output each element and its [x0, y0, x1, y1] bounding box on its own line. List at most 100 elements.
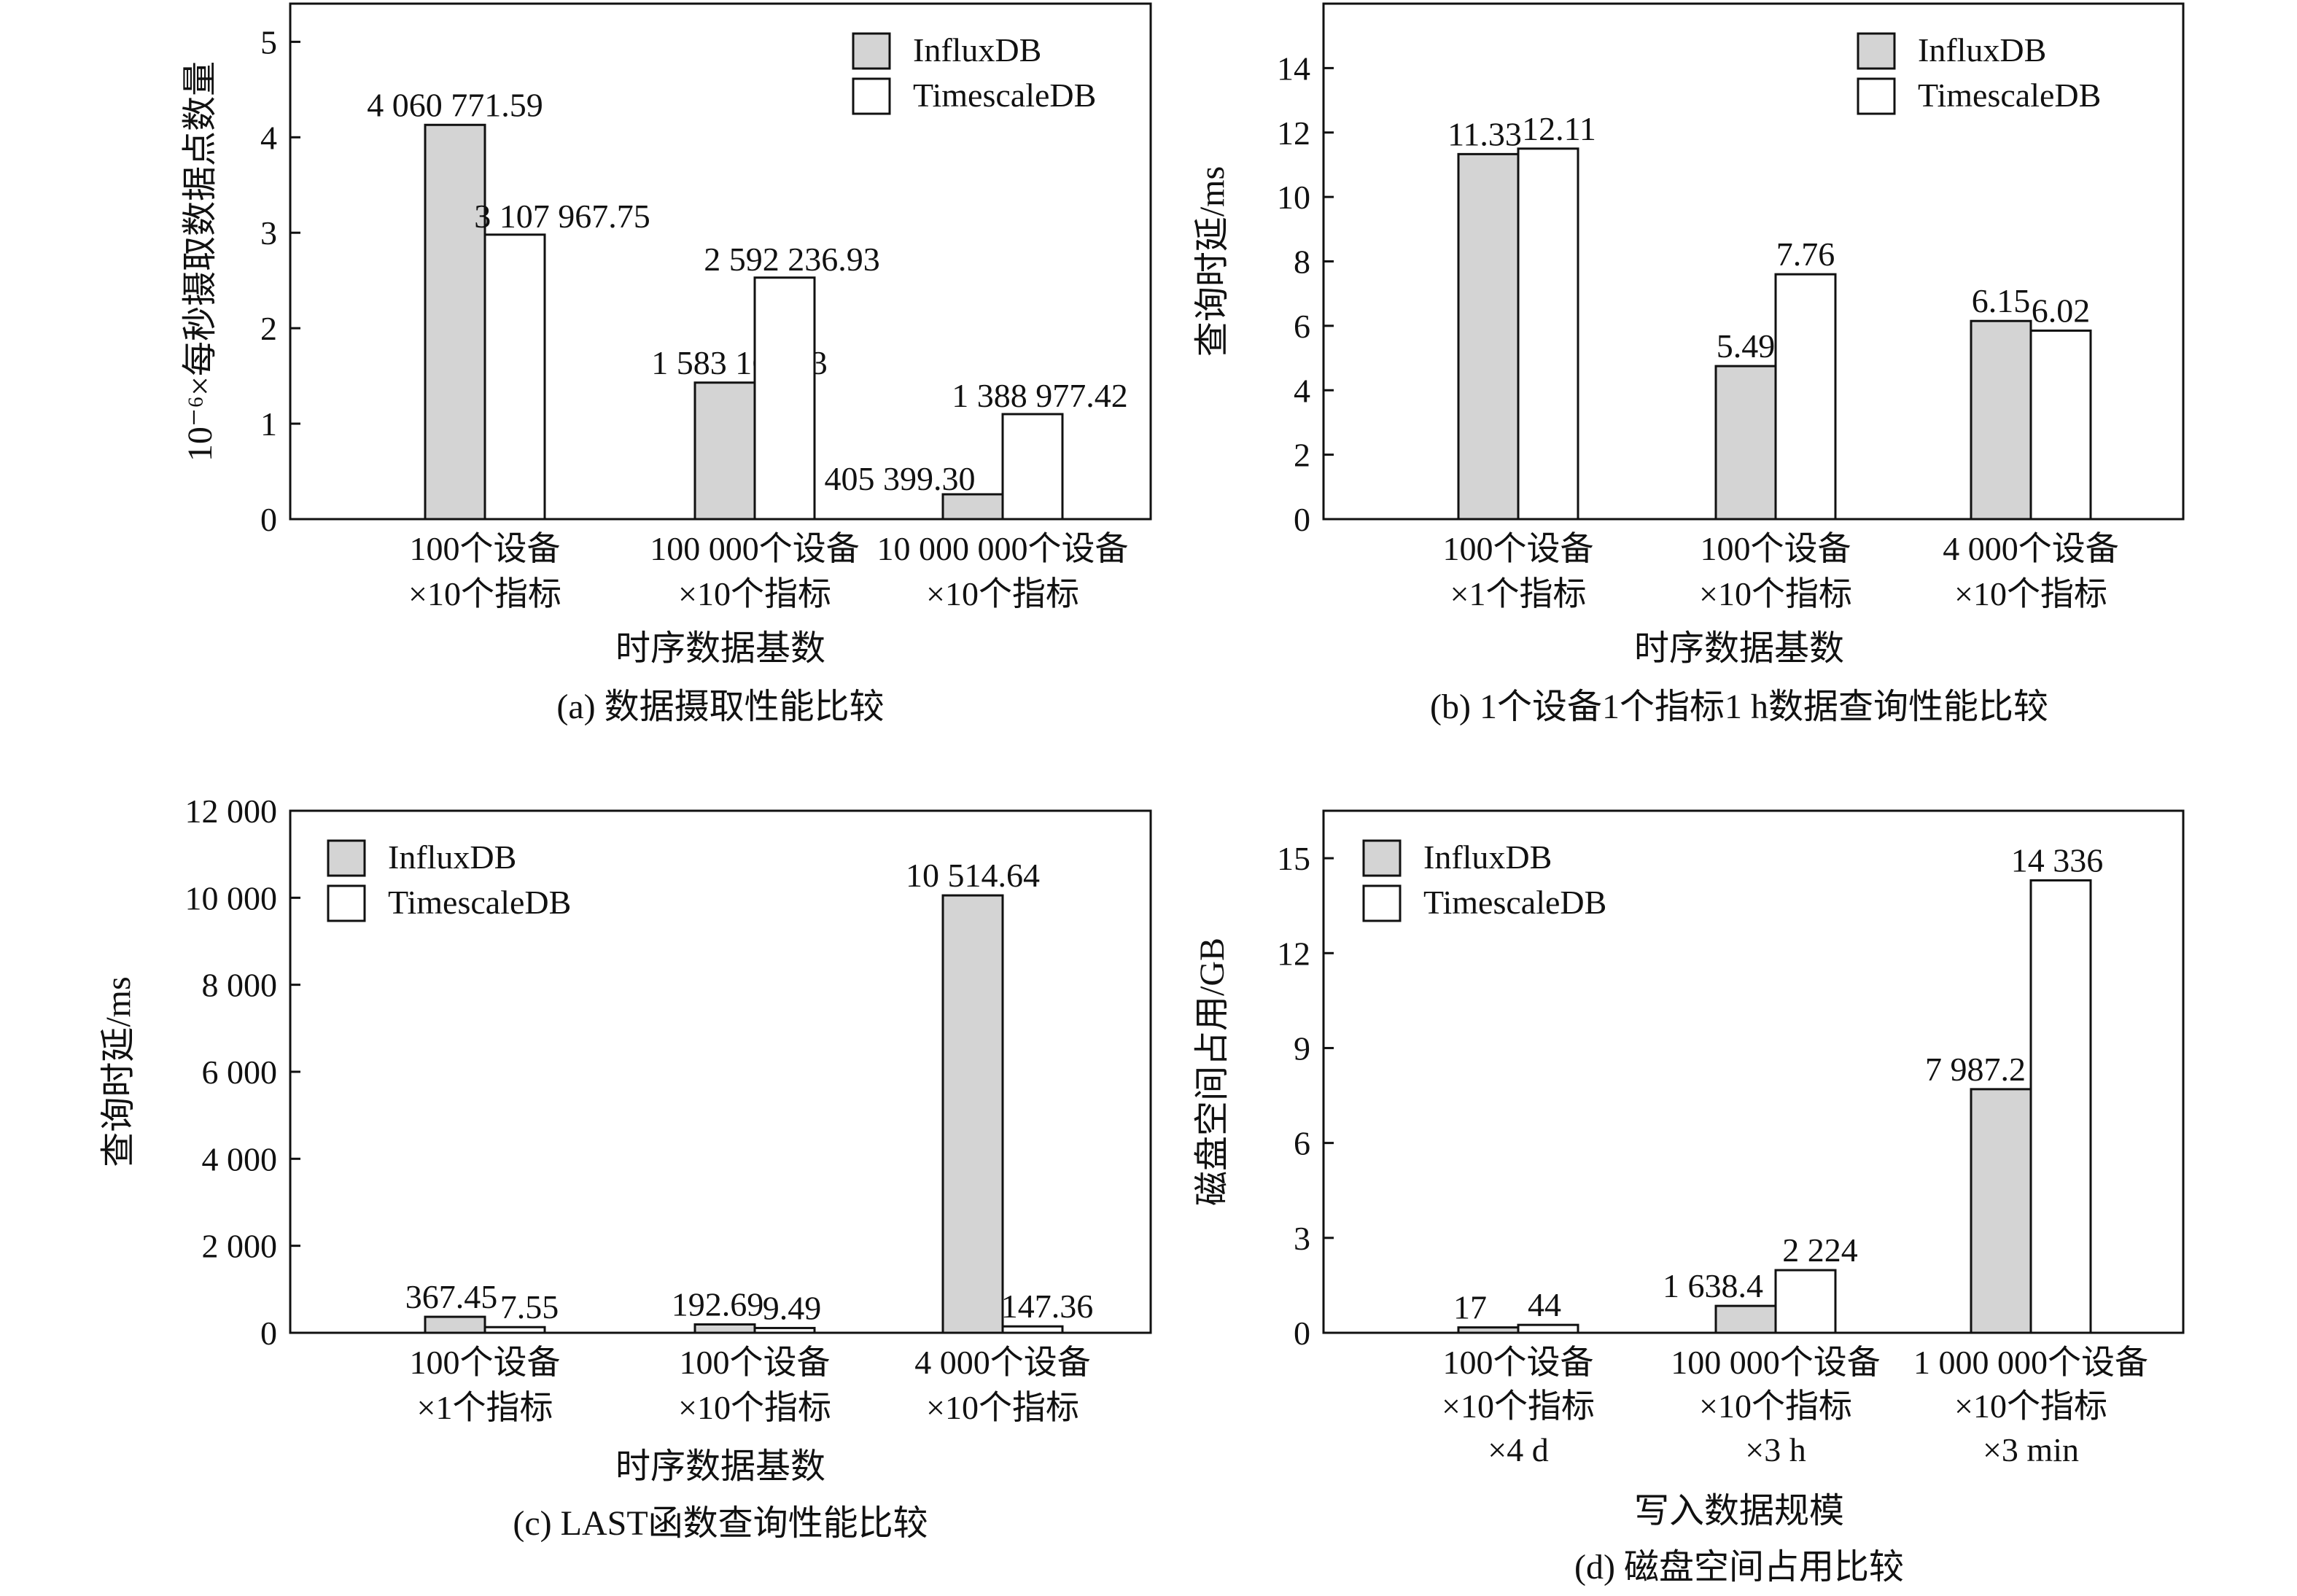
bar-influxdb: [693, 1323, 756, 1334]
bar-value-label: 3 107 967.75: [474, 198, 650, 235]
x-tick-label: 100 000个设备: [650, 530, 860, 567]
panel-caption: (d) 磁盘空间占用比较: [1574, 1548, 1904, 1587]
bar-value-label: 6.02: [2032, 292, 2091, 330]
bar-timescaledb: [1774, 273, 1837, 521]
panel-caption: (c) LAST函数查询性能比较: [513, 1504, 928, 1543]
chart-panel-d: 0 3 6 9 12 15 磁盘空间占用/GB 17 1 638.4 7 987.2 44 2 224…: [1193, 809, 2185, 1587]
bar-value-label: 405 399.30: [825, 460, 976, 497]
bar-value-label: 2 224: [1782, 1231, 1858, 1269]
bar-value-label: 7 987.2: [1925, 1051, 2026, 1088]
legend-swatch: [852, 77, 891, 115]
x-tick-label: 4 000个设备: [914, 1344, 1091, 1381]
y-tick-label: 10 000: [185, 879, 278, 916]
y-axis-label: 查询时延/ms: [99, 976, 138, 1167]
legend: InfluxDB TimescaleDB: [327, 838, 571, 922]
legend-swatch: [327, 884, 366, 922]
bar-value-label: 7.55: [500, 1288, 559, 1326]
bar-value-label: 367.45: [405, 1278, 498, 1315]
x-axis-label: 时序数据基数: [615, 1447, 825, 1486]
y-tick-label: 12 000: [185, 793, 278, 830]
legend-swatch: [1362, 839, 1402, 877]
x-tick-label: ×10个指标: [408, 575, 561, 612]
bar-influxdb: [1714, 365, 1777, 521]
bar-influxdb: [1970, 1088, 2032, 1334]
bar-influxdb: [1457, 1326, 1520, 1334]
y-tick-label: 8 000: [202, 967, 278, 1004]
y-tick-label: 0: [1294, 1315, 1310, 1352]
x-tick-label: ×10个指标: [1442, 1387, 1595, 1425]
y-tick-label: 10: [1277, 179, 1310, 216]
x-tick-label: ×10个指标: [1699, 575, 1852, 612]
x-tick-label: ×10个指标: [926, 1389, 1079, 1426]
bar-value-label: 1 388 977.42: [952, 377, 1128, 414]
legend-swatch: [852, 32, 891, 70]
bar-timescaledb: [1001, 1325, 1064, 1334]
y-tick-label: 2 000: [202, 1228, 278, 1265]
y-tick-label: 6: [1294, 308, 1310, 345]
x-tick-label: ×10个指标: [1954, 575, 2107, 612]
y-tick-label: 9: [1294, 1029, 1310, 1067]
bar-value-label: 147.36: [1001, 1288, 1094, 1325]
legend-label: InfluxDB: [388, 838, 516, 876]
y-tick-label: 12: [1277, 114, 1310, 152]
legend-label: InfluxDB: [1918, 31, 2046, 69]
x-tick-label: 100个设备: [1443, 530, 1594, 567]
legend-label: InfluxDB: [1423, 838, 1552, 876]
x-tick-label: 10 000 000个设备: [877, 530, 1129, 567]
panel-caption: (b) 1个设备1个指标1 h数据查询性能比较: [1430, 688, 2048, 726]
x-tick-label: ×10个指标: [678, 1389, 831, 1426]
bar-value-label: 44: [1528, 1286, 1561, 1323]
y-tick-label: 4: [1294, 372, 1310, 409]
legend: InfluxDB TimescaleDB: [852, 31, 1096, 115]
y-tick-label: 2: [1294, 437, 1310, 474]
x-tick-label: ×10个指标: [1699, 1387, 1852, 1425]
bar-timescaledb: [1517, 1323, 1579, 1334]
bar-timescaledb: [1774, 1269, 1837, 1334]
x-tick-label: 100 000个设备: [1671, 1344, 1881, 1381]
y-tick-label: 5: [260, 23, 277, 61]
x-tick-label: ×3 h: [1745, 1431, 1806, 1468]
bar-influxdb: [424, 123, 486, 521]
chart-panel-c: 0 2 000 4 000 6 000 8 000 10 000 12 000 查询时延/ms…: [99, 793, 1152, 1543]
bar-timescaledb: [753, 1326, 816, 1334]
bar-influxdb: [424, 1315, 486, 1334]
bar-influxdb: [1714, 1304, 1777, 1334]
legend-label: InfluxDB: [913, 31, 1041, 69]
bar-timescaledb: [1517, 147, 1579, 521]
y-tick-label: 0: [1294, 501, 1310, 538]
y-tick-label: 15: [1277, 840, 1310, 877]
x-tick-label: 100个设备: [410, 530, 561, 567]
y-tick-label: 14: [1277, 50, 1310, 87]
y-tick-label: 0: [260, 501, 277, 538]
bar-value-label: 17: [1453, 1289, 1487, 1326]
x-tick-label: 100个设备: [1701, 530, 1851, 567]
bar-influxdb: [1457, 152, 1520, 521]
x-tick-label: ×3 min: [1983, 1431, 2079, 1468]
bar-value-label: 4 060 771.59: [367, 86, 543, 123]
panel-caption: (a) 数据摄取性能比较: [556, 688, 884, 726]
x-axis-label: 时序数据基数: [615, 629, 825, 668]
x-tick-label: 100个设备: [410, 1344, 561, 1381]
y-tick-label: 2: [260, 310, 277, 347]
y-tick-label: 4: [260, 119, 277, 156]
x-tick-label: ×10个指标: [678, 575, 831, 612]
x-tick-label: ×1个指标: [417, 1389, 553, 1426]
bar-value-label: 192.69: [672, 1286, 764, 1323]
legend-swatch: [327, 839, 366, 877]
x-tick-label: ×4 d: [1488, 1431, 1548, 1468]
bar-timescaledb: [753, 276, 816, 521]
bar-influxdb: [693, 381, 756, 521]
legend-label: TimescaleDB: [913, 77, 1096, 114]
bar-value-label: 9.49: [763, 1289, 822, 1326]
x-tick-label: ×1个指标: [1450, 575, 1587, 612]
bar-value-label: 11.33: [1447, 115, 1522, 152]
chart-panel-b: 0 2 4 6 8 10 12 14 查询时延/ms 11.33 5.49 6.15 12.11 7.76…: [1193, 2, 2185, 726]
bar-timescaledb: [2029, 330, 2092, 521]
legend-swatch: [1362, 884, 1402, 922]
legend-label: TimescaleDB: [388, 884, 571, 921]
y-tick-label: 8: [1294, 244, 1310, 281]
x-tick-label: 1 000 000个设备: [1913, 1344, 2148, 1381]
x-tick-label: 4 000个设备: [1943, 530, 2119, 567]
